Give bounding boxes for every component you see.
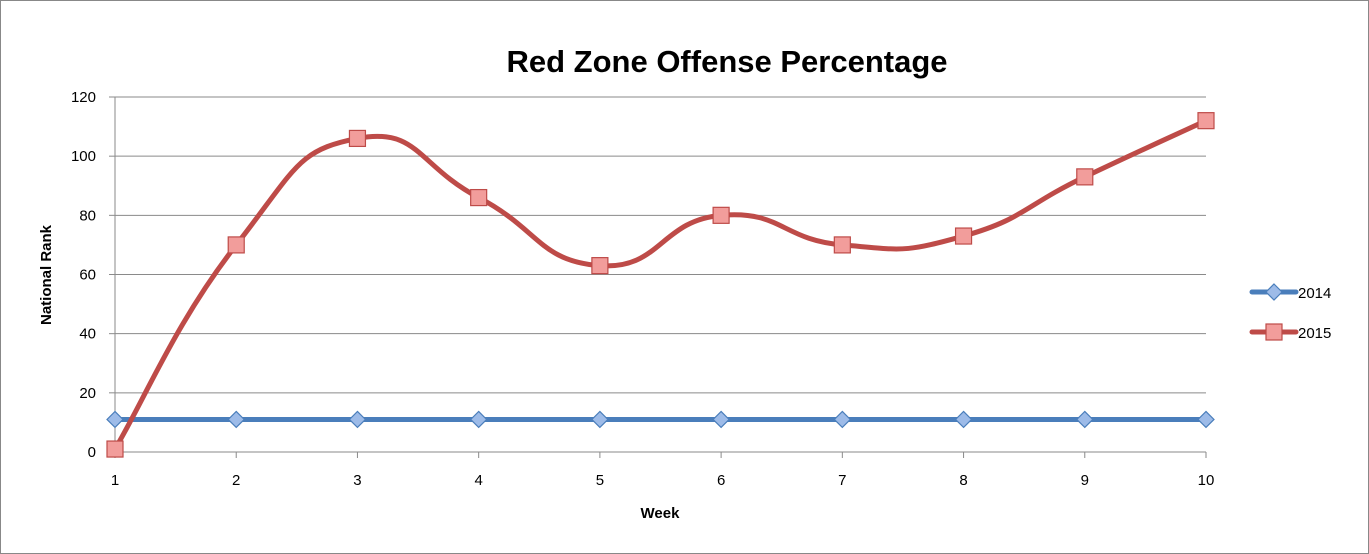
data-point-2014-week-5 — [591, 410, 609, 429]
data-point-2014-week-7 — [833, 410, 852, 429]
axes — [114, 97, 1207, 458]
data-point-2015-week-7 — [833, 236, 851, 254]
legend-item-2015: 2015 — [1249, 323, 1331, 342]
series-group — [106, 112, 1215, 458]
y-tick-label: 20 — [79, 385, 96, 402]
x-tick-label: 3 — [353, 472, 361, 489]
gridlines — [109, 96, 1206, 453]
y-tick-label: 40 — [79, 326, 96, 343]
x-tick-label: 1 — [111, 472, 119, 489]
x-tick-label: 8 — [959, 472, 967, 489]
x-tick-label: 4 — [474, 472, 482, 489]
y-tick-label: 0 — [88, 444, 96, 461]
chart-title: Red Zone Offense Percentage — [506, 44, 947, 79]
data-point-2014-week-8 — [954, 410, 973, 429]
data-point-2014-week-2 — [227, 410, 246, 429]
legend-marker — [1265, 323, 1283, 341]
series-2015 — [106, 112, 1215, 458]
data-point-2014-week-1 — [106, 410, 124, 429]
legend: 2014 2015 — [1249, 283, 1331, 342]
y-tick-label: 100 — [71, 148, 96, 165]
series-2014 — [106, 410, 1215, 429]
legend-item-2014: 2014 — [1249, 283, 1331, 302]
legend-marker — [1265, 283, 1283, 301]
data-point-2014-week-3 — [348, 410, 367, 429]
data-point-2015-week-3 — [348, 129, 367, 148]
x-tick-label: 9 — [1081, 472, 1089, 489]
y-axis-title: National Rank — [38, 224, 55, 325]
series-line-2015 — [112, 118, 1209, 452]
data-point-2015-week-4 — [470, 188, 488, 207]
x-tick-labels: 1 2 3 4 5 6 7 8 9 10 — [111, 472, 1215, 489]
data-point-2014-week-4 — [469, 410, 488, 429]
data-point-2015-week-1 — [106, 440, 124, 458]
data-point-2015-week-5 — [591, 257, 609, 275]
x-axis-title: Week — [641, 505, 681, 522]
data-point-2015-week-8 — [954, 227, 973, 245]
data-point-2015-week-10 — [1197, 112, 1215, 130]
x-tick-label: 10 — [1198, 472, 1215, 489]
x-tick-label: 7 — [838, 472, 846, 489]
x-tick-label: 6 — [717, 472, 725, 489]
y-tick-label: 120 — [71, 89, 96, 106]
data-point-2014-week-9 — [1075, 410, 1094, 429]
legend-label: 2014 — [1298, 285, 1331, 302]
y-tick-label: 60 — [79, 267, 96, 284]
data-point-2015-week-9 — [1076, 168, 1094, 186]
data-point-2015-week-6 — [712, 206, 730, 224]
data-point-2014-week-10 — [1197, 410, 1215, 429]
x-tick-label: 5 — [596, 472, 604, 489]
data-point-2015-week-2 — [227, 236, 245, 254]
y-tick-label: 80 — [79, 207, 96, 224]
x-tick-label: 2 — [232, 472, 240, 489]
legend-label: 2015 — [1298, 325, 1331, 342]
y-tick-labels: 0 20 40 60 80 100 120 — [71, 89, 96, 461]
data-point-2014-week-6 — [712, 410, 730, 429]
